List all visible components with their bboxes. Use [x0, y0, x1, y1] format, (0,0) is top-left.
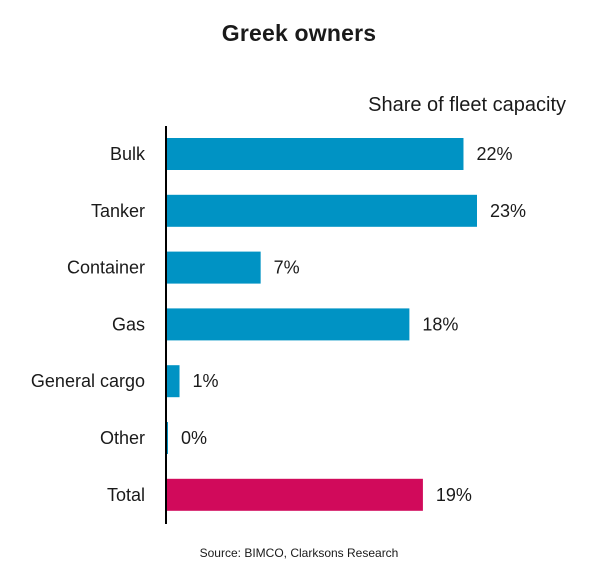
category-label-container: Container	[67, 258, 145, 278]
value-label-bulk: 22%	[476, 144, 512, 164]
value-label-tanker: 23%	[490, 201, 526, 221]
category-label-total: Total	[107, 485, 145, 505]
chart-subtitle: Share of fleet capacity	[368, 94, 566, 116]
category-label-general-cargo: General cargo	[31, 371, 145, 391]
bar-gas	[166, 308, 410, 341]
value-label-container: 7%	[274, 258, 300, 278]
bar-general-cargo	[166, 365, 180, 398]
category-label-bulk: Bulk	[110, 144, 146, 164]
value-label-other: 0%	[181, 428, 207, 448]
chart-title: Greek owners	[221, 20, 377, 46]
bar-container	[166, 251, 261, 284]
bar-tanker	[166, 194, 477, 227]
value-label-general-cargo: 1%	[193, 371, 219, 391]
value-label-gas: 18%	[422, 314, 458, 334]
chart-source: Source: BIMCO, Clarksons Research	[199, 546, 399, 560]
category-label-tanker: Tanker	[91, 201, 145, 221]
category-label-gas: Gas	[112, 314, 145, 334]
category-label-other: Other	[100, 428, 145, 448]
value-label-total: 19%	[436, 485, 472, 505]
bar-bulk	[166, 138, 464, 170]
bar-total	[166, 478, 423, 511]
